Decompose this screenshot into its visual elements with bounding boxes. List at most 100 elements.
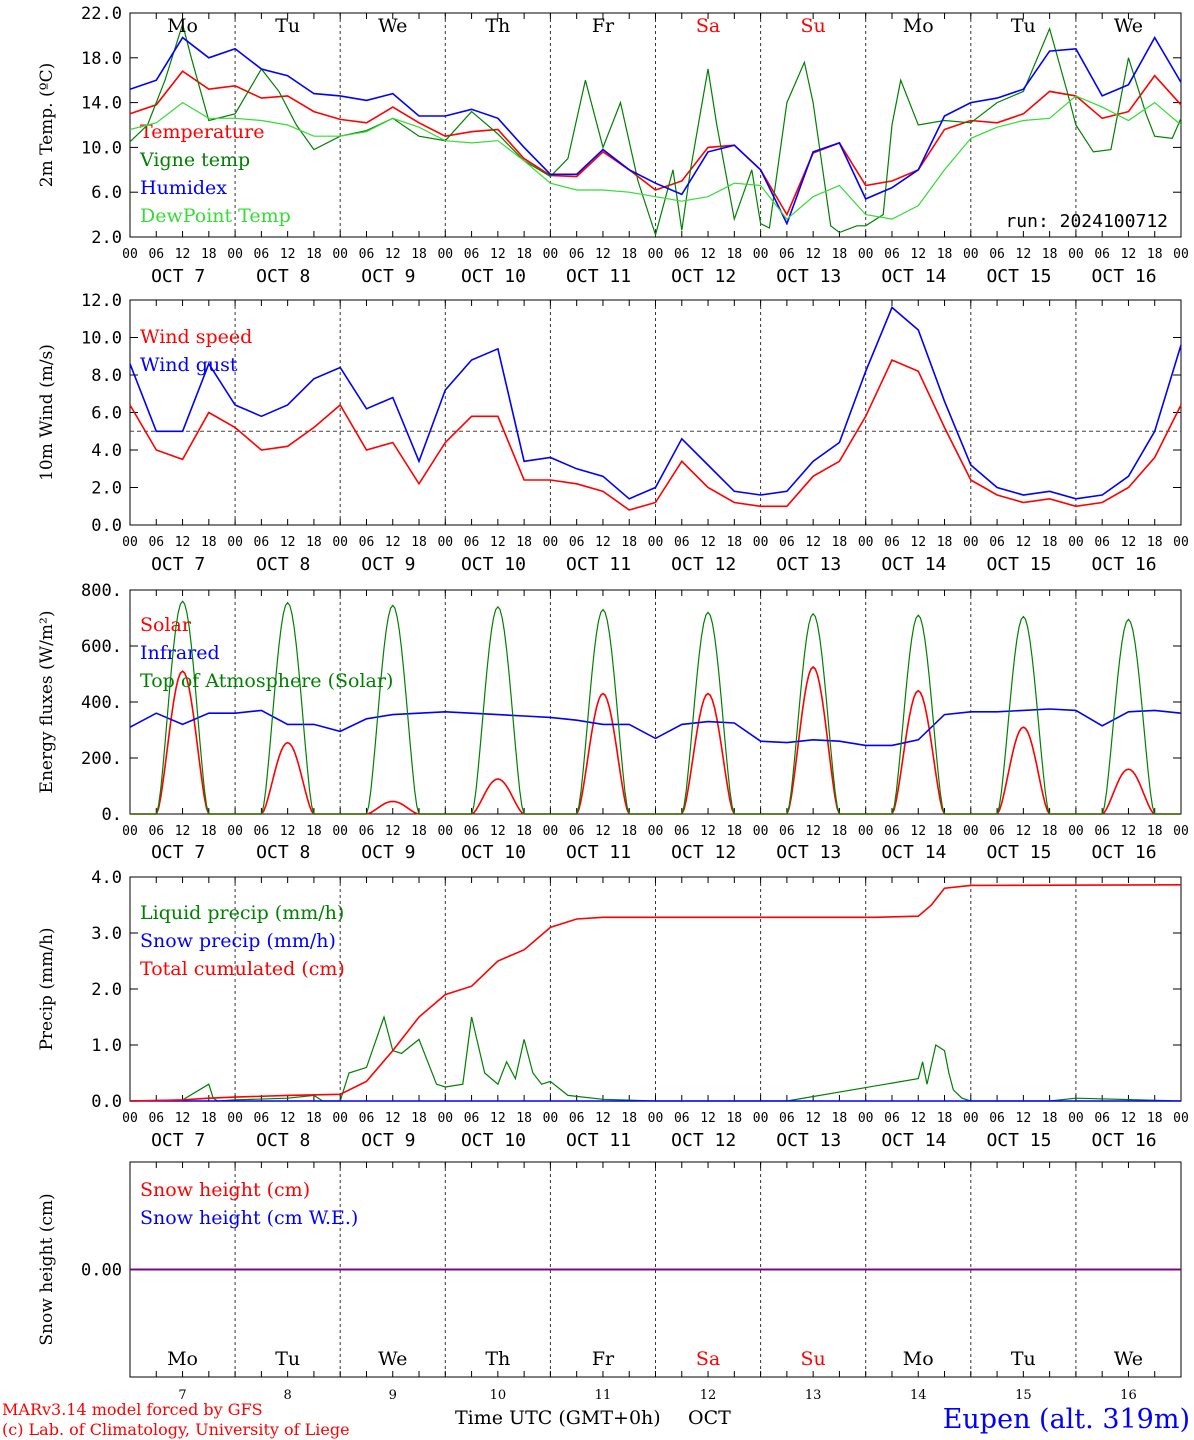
x-hour-label: 06 [779, 824, 795, 839]
x-date-label: OCT 12 [671, 266, 736, 287]
x-hour-label: 12 [490, 824, 506, 839]
x-hour-label: 18 [306, 824, 322, 839]
x-date-label: OCT 16 [1092, 266, 1157, 287]
x-hour-label: 06 [254, 535, 270, 550]
x-hour-label: 12 [175, 535, 191, 550]
x-hour-label: 18 [201, 535, 217, 550]
x-hour-label: 18 [726, 247, 742, 262]
x-date-label: OCT 11 [566, 554, 631, 575]
x-hour-label: 18 [621, 247, 637, 262]
day-name-label: Sa [696, 15, 720, 37]
day-name-label: Th [485, 1348, 510, 1370]
x-hour-label: 12 [280, 824, 296, 839]
series-line-top-of-atmosphere-solar- [130, 600, 1181, 815]
x-hour-label: 12 [385, 535, 401, 550]
x-hour-label: 00 [753, 1111, 769, 1126]
x-hour-label: 12 [280, 247, 296, 262]
x-hour-label: 12 [910, 824, 926, 839]
day-name-label: Tu [275, 1348, 300, 1370]
x-date-label: OCT 7 [151, 554, 205, 575]
x-hour-label: 06 [254, 247, 270, 262]
x-date-label: OCT 14 [881, 554, 946, 575]
x-date-label: OCT 16 [1092, 1130, 1157, 1151]
x-hour-label: 18 [516, 824, 532, 839]
panel-1: 2.0 6.0 10.0 14.0 18.0 22.0 2m Temp. (ºC) 00 06 1… [37, 4, 1189, 287]
x-hour-label: 12 [280, 1111, 296, 1126]
x-hour-label: 06 [569, 824, 585, 839]
x-hour-label: 00 [227, 824, 243, 839]
x-hour-label: 12 [490, 1111, 506, 1126]
x-date-label: OCT 15 [986, 1130, 1051, 1151]
y-tick-label: 4.0 [91, 441, 122, 461]
x-hour-label: 06 [884, 247, 900, 262]
series-line-dewpoint-temp [129, 95, 1182, 220]
day-name-label: Tu [1011, 15, 1036, 37]
x-hour-label: 18 [1042, 535, 1058, 550]
x-hour-label: 00 [227, 535, 243, 550]
series-line-wind-speed [129, 358, 1182, 511]
y-tick-label: 400. [81, 693, 122, 713]
x-hour-label: 06 [464, 535, 480, 550]
series-line-wind-gust [129, 306, 1182, 500]
y-tick-label: 2.0 [91, 228, 122, 248]
plot-frame [129, 299, 1182, 526]
x-hour-label: 12 [1121, 535, 1137, 550]
day-name-label: We [1114, 15, 1143, 37]
x-hour-label: 12 [1016, 247, 1032, 262]
x-hour-label: 00 [437, 247, 453, 262]
x-hour-label: 00 [1173, 824, 1189, 839]
y-tick-label: 10.0 [81, 138, 122, 158]
x-hour-label: 06 [254, 1111, 270, 1126]
x-hour-label: 00 [858, 535, 874, 550]
x-hour-label: 00 [963, 247, 979, 262]
day-name-label: Mo [903, 15, 934, 37]
x-hour-label: 00 [648, 1111, 664, 1126]
day-name-label: We [378, 15, 407, 37]
x-hour-label: 18 [516, 247, 532, 262]
x-hour-label: 12 [175, 247, 191, 262]
x-hour-label: 06 [884, 535, 900, 550]
x-date-label: OCT 10 [461, 1130, 526, 1151]
x-hour-label: 06 [674, 824, 690, 839]
x-hour-label: 12 [175, 824, 191, 839]
day-name-label: Mo [903, 1348, 934, 1370]
x-hour-label: 00 [543, 1111, 559, 1126]
x-hour-label: 06 [359, 824, 375, 839]
x-date-label: OCT 16 [1092, 842, 1157, 863]
credit-line-1: MARv3.14 model forced by GFS [2, 1400, 263, 1419]
x-hour-label: 18 [306, 535, 322, 550]
y-tick-label: 0.0 [91, 1092, 122, 1112]
x-hour-label: 06 [569, 247, 585, 262]
x-hour-label: 06 [359, 1111, 375, 1126]
x-hour-label: 06 [569, 1111, 585, 1126]
x-hour-label: 06 [674, 247, 690, 262]
x-date-label: OCT 12 [671, 842, 736, 863]
x-hour-label: 12 [910, 1111, 926, 1126]
x-hour-label: 00 [753, 247, 769, 262]
y-tick-label: 4.0 [91, 868, 122, 888]
x-hour-label: 12 [595, 824, 611, 839]
x-hour-label: 06 [1094, 824, 1110, 839]
x-hour-label: 12 [595, 1111, 611, 1126]
x-date-label: OCT 10 [461, 554, 526, 575]
y-axis-label: 2m Temp. (ºC) [37, 63, 57, 188]
series-line-infrared [129, 708, 1182, 747]
x-hour-label: 18 [306, 1111, 322, 1126]
x-hour-label: 18 [201, 247, 217, 262]
day-name-label: Mo [167, 1348, 198, 1370]
x-date-label: OCT 7 [151, 842, 205, 863]
x-hour-label: 18 [621, 1111, 637, 1126]
x-hour-label: 18 [937, 247, 953, 262]
x-date-label: OCT 13 [776, 1130, 841, 1151]
x-date-label: OCT 7 [151, 1130, 205, 1151]
x-date-label: OCT 13 [776, 554, 841, 575]
x-hour-label: 00 [1173, 247, 1189, 262]
x-hour-label: 12 [490, 247, 506, 262]
day-number-label: 12 [700, 1388, 717, 1403]
day-name-label: Th [485, 15, 510, 37]
x-hour-label: 06 [569, 535, 585, 550]
x-hour-label: 06 [359, 535, 375, 550]
y-tick-label: 0.00 [81, 1261, 122, 1281]
legend-entry: Snow precip (mm/h) [140, 930, 336, 952]
x-hour-label: 18 [937, 535, 953, 550]
